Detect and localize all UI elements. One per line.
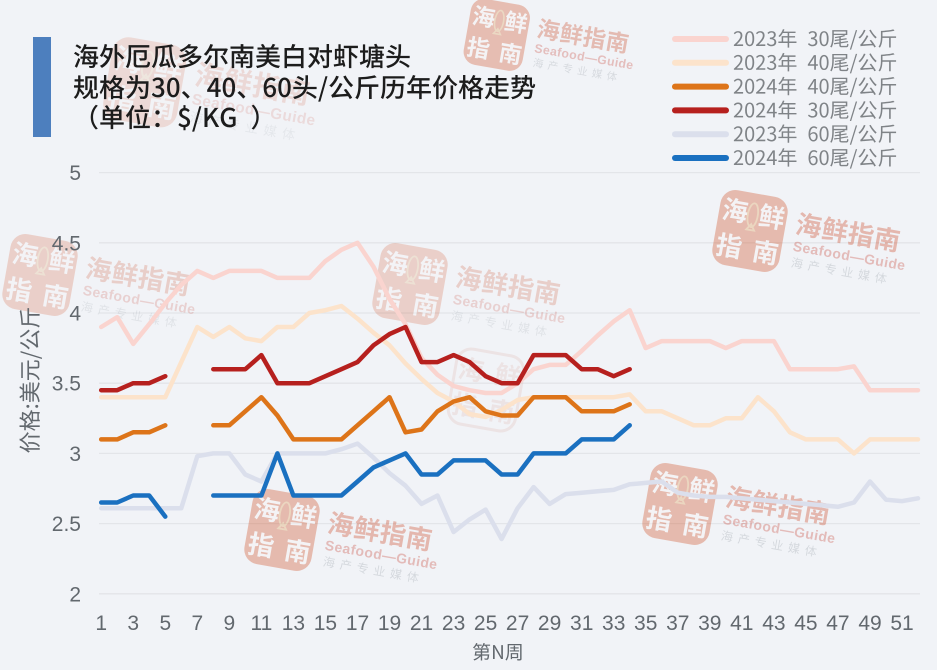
svg-text:29: 29: [538, 612, 561, 635]
svg-text:9: 9: [223, 612, 235, 635]
svg-text:33: 33: [602, 612, 625, 635]
svg-text:45: 45: [794, 612, 817, 635]
svg-text:4: 4: [69, 303, 81, 326]
svg-text:5: 5: [159, 612, 171, 635]
svg-text:13: 13: [282, 612, 305, 635]
svg-text:19: 19: [378, 612, 401, 635]
svg-text:15: 15: [314, 612, 337, 635]
svg-text:2.5: 2.5: [52, 513, 81, 536]
svg-text:3.5: 3.5: [52, 373, 81, 396]
svg-text:3: 3: [127, 612, 139, 635]
svg-text:4.5: 4.5: [52, 232, 81, 255]
svg-text:17: 17: [346, 612, 369, 635]
svg-text:7: 7: [191, 612, 203, 635]
svg-text:49: 49: [858, 612, 881, 635]
svg-text:11: 11: [250, 612, 272, 635]
svg-text:43: 43: [762, 612, 785, 635]
svg-text:21: 21: [410, 612, 433, 635]
svg-text:25: 25: [474, 612, 497, 635]
svg-text:35: 35: [634, 612, 657, 635]
svg-text:31: 31: [570, 612, 593, 635]
svg-text:23: 23: [442, 612, 465, 635]
svg-text:5: 5: [69, 162, 81, 185]
svg-text:37: 37: [666, 612, 689, 635]
svg-text:27: 27: [506, 612, 529, 635]
svg-text:47: 47: [826, 612, 849, 635]
svg-text:1: 1: [95, 612, 107, 635]
svg-text:3: 3: [69, 443, 81, 466]
svg-text:39: 39: [698, 612, 721, 635]
svg-text:2: 2: [69, 583, 81, 606]
svg-text:51: 51: [890, 612, 913, 635]
svg-text:41: 41: [730, 612, 753, 635]
